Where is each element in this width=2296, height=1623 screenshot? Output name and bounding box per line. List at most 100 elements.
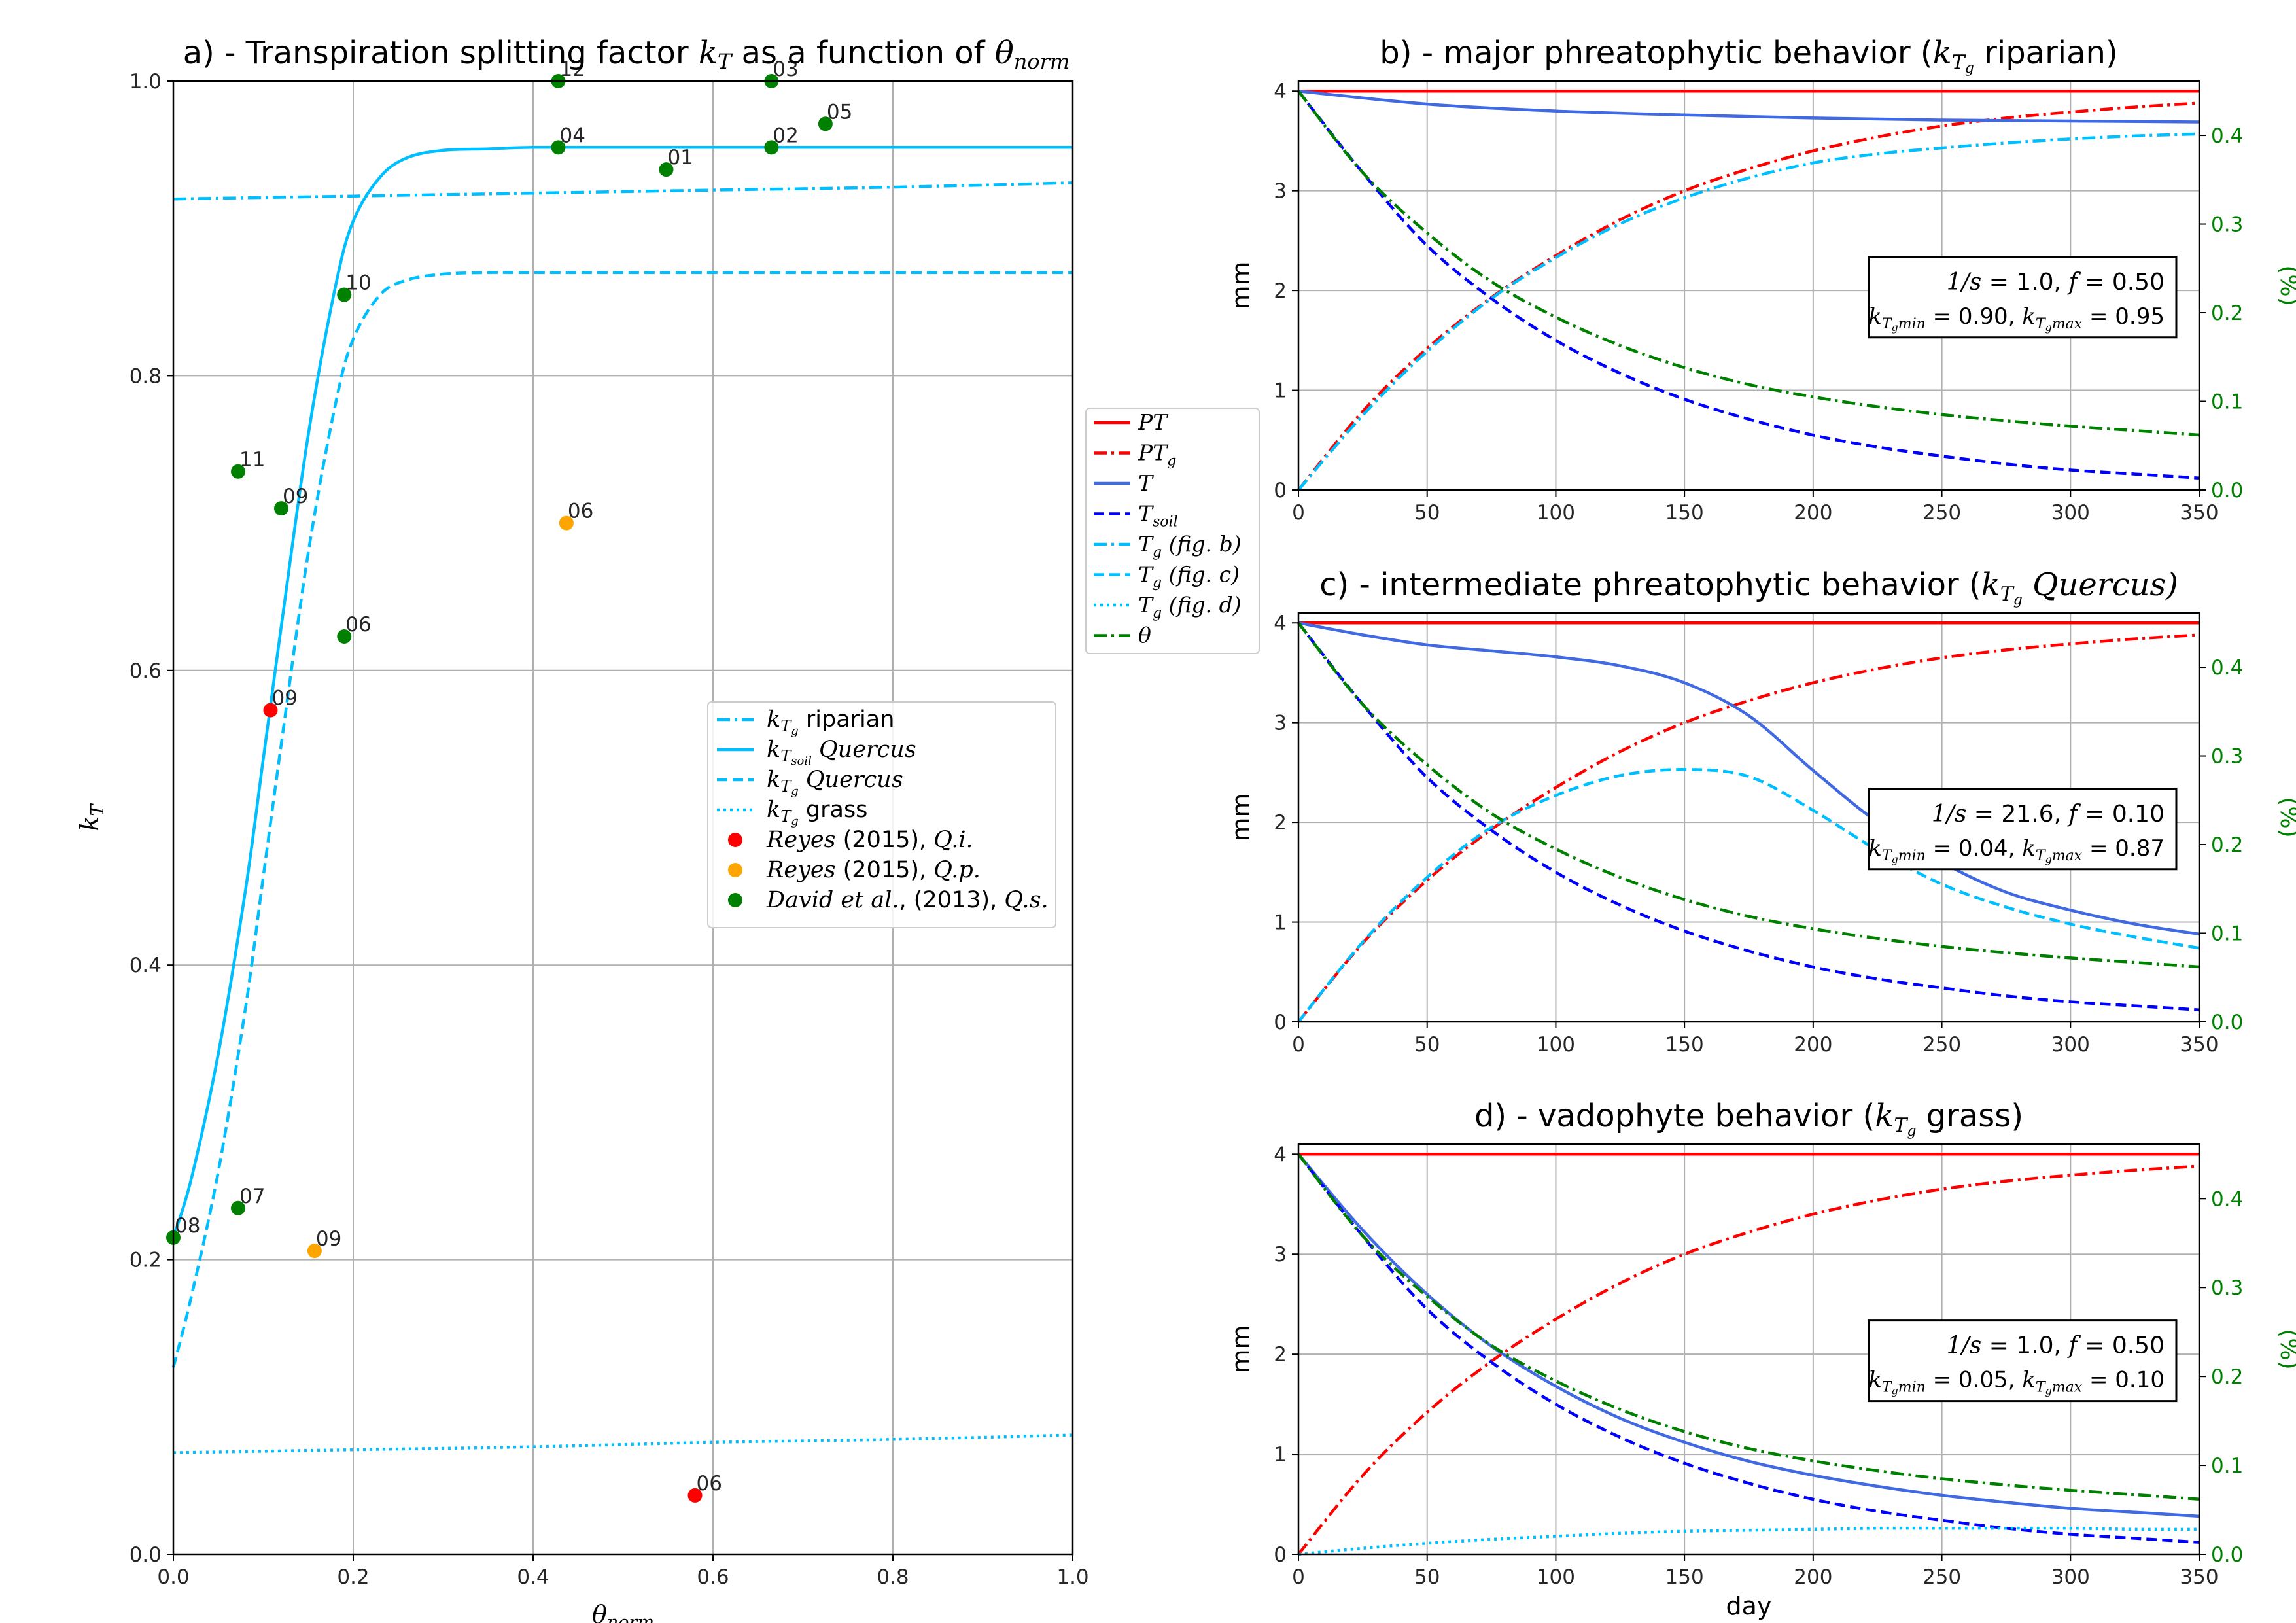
data-point — [231, 464, 245, 479]
data-point — [818, 116, 833, 131]
x-tick-label: 300 — [2051, 501, 2090, 525]
y-tick-label: 4 — [1274, 80, 1287, 103]
x-tick-label: 250 — [1922, 1565, 1961, 1589]
parameter-box — [1868, 788, 2178, 871]
point-label: 07 — [239, 1185, 265, 1208]
x-tick-label: 1.0 — [1056, 1565, 1088, 1589]
y-axis-label: mm — [1226, 793, 1255, 841]
y-tick-label: 1 — [1274, 1443, 1287, 1467]
y2-tick-label: 0.2 — [2211, 302, 2243, 325]
point-label: 06 — [345, 613, 371, 637]
series-line-Tg_d — [1298, 1526, 2200, 1556]
legend-label: PTg — [1138, 440, 1176, 470]
series-line-Tg_b — [1297, 132, 2200, 491]
axes-frame — [1297, 80, 2200, 491]
legend-label: θ — [1138, 623, 1151, 648]
x-tick-label: 300 — [2051, 1565, 2090, 1589]
y-tick-label: 1.0 — [130, 70, 162, 94]
parameter-box — [1868, 1319, 2178, 1403]
x-tick-label: 50 — [1414, 1565, 1440, 1589]
point-label: 02 — [773, 124, 798, 147]
legend-box — [707, 701, 1056, 928]
legend-marker — [728, 863, 742, 877]
x-tick-label: 100 — [1537, 1033, 1575, 1056]
legend-label: kTg riparian — [767, 707, 894, 738]
data-point — [559, 515, 574, 531]
y-tick-label: 0 — [1274, 479, 1287, 502]
legend-label: PT — [1138, 410, 1169, 435]
y-tick-label: 0.4 — [130, 954, 162, 977]
x-tick-label: 300 — [2051, 1033, 2090, 1056]
y-tick-label: 3 — [1274, 1243, 1287, 1266]
data-point — [551, 140, 566, 155]
y2-tick-label: 0.4 — [2211, 124, 2243, 148]
y-tick-label: 3 — [1274, 712, 1287, 735]
y-axis-label: kT — [75, 803, 108, 831]
legend-label: Tg (fig. d) — [1138, 592, 1242, 621]
x-tick-label: 350 — [2180, 1033, 2218, 1056]
y2-tick-label: 0.4 — [2211, 1187, 2243, 1211]
x-tick-label: 0.0 — [157, 1565, 189, 1589]
series-line-theta — [1297, 1153, 2200, 1501]
panel-c: 0 50 100 150 200 250 300 350 0 1 2 3 4 0.0 0.1 0.2 0.3 0.… — [1226, 567, 2296, 1056]
legend-label: Reyes (2015), Q.p. — [766, 857, 981, 883]
x-tick-label: 50 — [1414, 501, 1440, 525]
data-point — [764, 140, 779, 155]
x-axis-label: day — [1726, 1592, 1772, 1620]
y-tick-label: 0 — [1274, 1543, 1287, 1567]
series-line-grass — [173, 1433, 1073, 1454]
axes-frame — [1297, 1143, 2200, 1556]
point-label: 04 — [560, 124, 585, 147]
y-tick-label: 2 — [1274, 279, 1287, 303]
series-line-PTg — [1297, 101, 2200, 491]
axes-frame — [1297, 612, 2200, 1023]
y2-tick-label: 0.3 — [2211, 213, 2243, 237]
panel-c-title: c) - intermediate phreatophytic behavior… — [1319, 567, 2178, 608]
data-point — [307, 1244, 322, 1259]
y-axis-label: mm — [1226, 261, 1255, 309]
x-tick-label: 350 — [2180, 501, 2218, 525]
y-tick-label: 0 — [1274, 1011, 1287, 1034]
series-line-PTg — [1297, 633, 2200, 1023]
parameter-line-1: 1/s = 1.0, f = 0.50 — [1947, 269, 2165, 296]
y-tick-label: 1 — [1274, 379, 1287, 403]
y2-tick-label: 0.2 — [2211, 833, 2243, 857]
panel-d-title: d) - vadophyte behavior (kTg grass) — [1474, 1098, 2023, 1140]
point-label: 09 — [272, 687, 298, 710]
point-label: 11 — [239, 448, 265, 472]
panel-d: 0 50 100 150 200 250 300 350 0 1 2 3 4 0.0 0.1 0.2 0.3 0.… — [1226, 1098, 2296, 1620]
x-tick-label: 150 — [1665, 501, 1704, 525]
y2-axis-label: (%) — [2275, 265, 2296, 305]
y2-tick-label: 0.3 — [2211, 1276, 2243, 1300]
series-line-PTg — [1297, 1164, 2200, 1556]
parameter-line-1: 1/s = 21.6, f = 0.10 — [1932, 801, 2165, 828]
point-label: 01 — [668, 146, 693, 169]
y2-tick-label: 0.4 — [2211, 656, 2243, 680]
legend-label: Tg (fig. b) — [1138, 531, 1242, 561]
point-label: 09 — [283, 485, 308, 508]
parameter-line-2: kTgmin = 0.05, kTgmax = 0.10 — [1868, 1367, 2165, 1397]
x-tick-label: 150 — [1665, 1565, 1704, 1589]
panel-b: 0 50 100 150 200 250 300 350 0 1 2 3 4 0.0 0.1 0.2 0.3 0.… — [1226, 35, 2296, 525]
legend-box — [1085, 408, 1260, 654]
series-line-theta — [1297, 90, 2200, 437]
point-label: 05 — [827, 100, 852, 124]
x-tick-label: 0 — [1292, 1565, 1305, 1589]
data-point — [687, 1488, 703, 1503]
legend-label: kTg grass — [767, 797, 867, 828]
x-tick-label: 150 — [1665, 1033, 1704, 1056]
y2-tick-label: 0.1 — [2211, 922, 2243, 946]
y-tick-label: 0.6 — [130, 659, 162, 683]
series-line-soil_quercus — [171, 145, 1073, 1238]
data-point — [337, 629, 352, 644]
legend-label: Reyes (2015), Q.i. — [766, 827, 973, 853]
x-tick-label: 250 — [1922, 1033, 1961, 1056]
panel-b-title: b) - major phreatophytic behavior (kTg r… — [1380, 35, 2117, 77]
series-line-T — [1298, 89, 2200, 124]
y-tick-label: 0.8 — [130, 364, 162, 388]
y2-tick-label: 0.3 — [2211, 745, 2243, 769]
x-tick-label: 0.8 — [877, 1565, 909, 1589]
series-line-T — [1297, 1153, 2200, 1518]
y-tick-label: 4 — [1274, 612, 1287, 635]
y-tick-label: 2 — [1274, 811, 1287, 835]
